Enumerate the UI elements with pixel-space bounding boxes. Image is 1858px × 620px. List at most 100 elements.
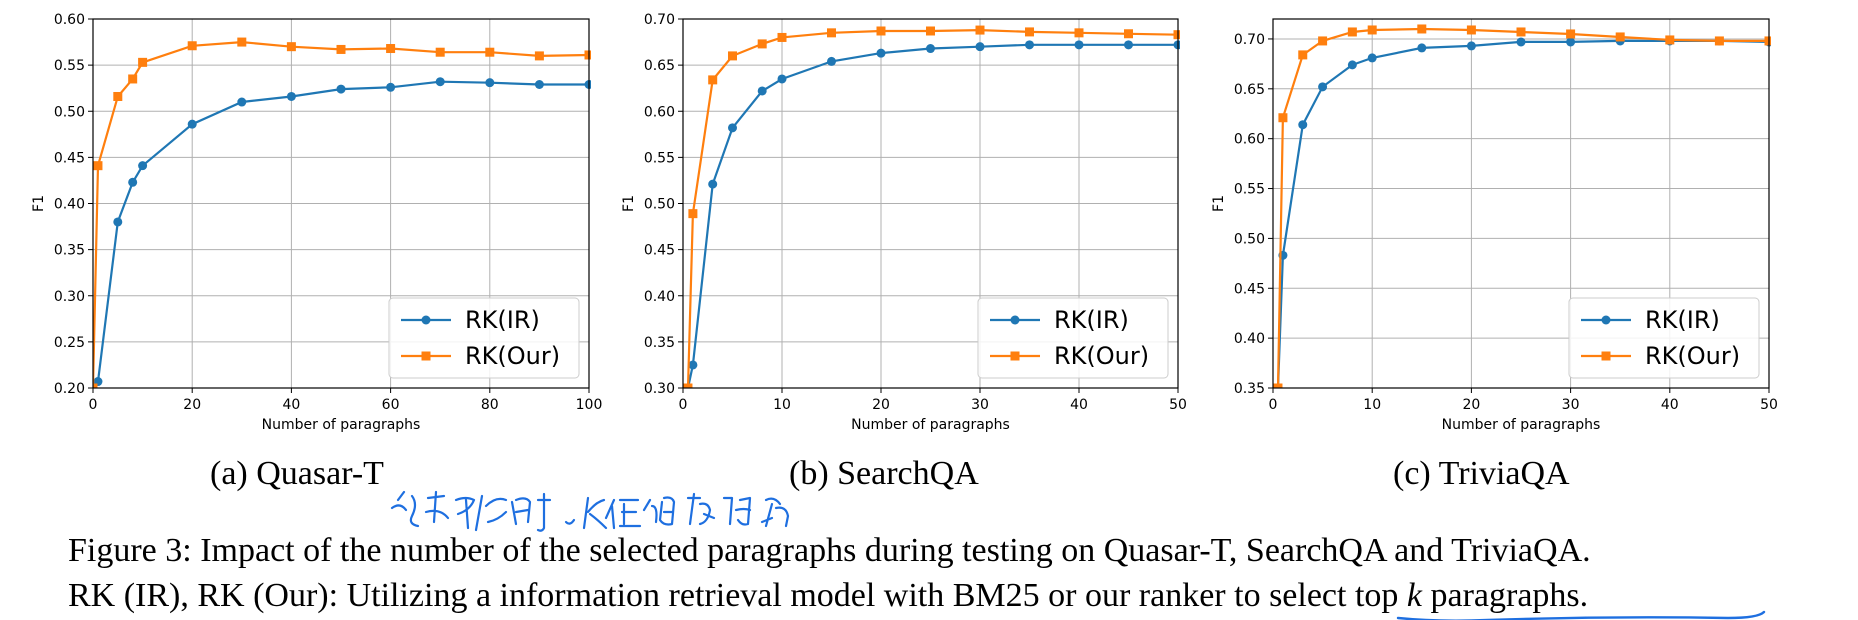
legend-marker [1601, 315, 1611, 325]
data-point [683, 383, 693, 388]
data-point [485, 78, 495, 88]
data-point [975, 25, 985, 35]
series-rk-ir [683, 40, 1180, 388]
y-tick-label: 0.60 [1234, 132, 1265, 148]
data-point [1074, 28, 1084, 38]
data-point [1124, 40, 1133, 50]
y-tick-label: 0.25 [54, 335, 85, 351]
y-axis-label: F1 [621, 195, 637, 212]
legend: RK(IR) RK(Our) [977, 297, 1169, 379]
x-tick-label: 30 [1562, 397, 1580, 413]
data-point [138, 57, 148, 67]
data-point [728, 123, 737, 133]
data-point [1347, 60, 1357, 70]
data-point [1516, 27, 1526, 37]
legend-item-rk-our: RK(Our) [401, 342, 560, 370]
x-tick-label: 20 [872, 397, 890, 413]
y-tick-label: 0.20 [54, 381, 85, 397]
data-point [708, 179, 718, 189]
x-tick-label: 40 [1070, 397, 1088, 413]
data-point [1665, 35, 1675, 45]
data-point [876, 26, 886, 36]
data-point [187, 119, 197, 129]
legend-item-rk-our: RK(Our) [990, 342, 1149, 370]
data-point [1367, 53, 1377, 63]
y-tick-label: 0.40 [54, 197, 85, 213]
data-point [1173, 30, 1180, 40]
x-axis-label: Number of paragraphs [1442, 417, 1601, 433]
series-line [686, 43, 1178, 388]
x-tick-label: 100 [576, 397, 603, 413]
x-tick-label: 0 [89, 397, 98, 413]
x-tick-label: 40 [1661, 397, 1679, 413]
data-point [777, 74, 787, 84]
data-point [187, 41, 197, 51]
y-tick-label: 0.55 [1234, 182, 1265, 198]
x-tick-label: 10 [773, 397, 791, 413]
legend-box [388, 297, 580, 379]
y-axis-label: F1 [1211, 195, 1227, 212]
y-tick-label: 0.45 [54, 150, 85, 166]
data-point [138, 161, 148, 171]
data-point [237, 97, 247, 107]
data-point [1025, 40, 1034, 50]
data-point [1466, 25, 1476, 35]
y-tick-label: 0.40 [1234, 331, 1265, 347]
x-tick-label: 10 [1363, 397, 1381, 413]
data-point [876, 48, 886, 58]
data-point [286, 91, 296, 101]
legend-label: RK(IR) [1645, 306, 1720, 334]
data-point [777, 32, 787, 42]
series-rk-our [683, 25, 1180, 388]
y-tick-label: 0.60 [54, 12, 85, 28]
data-point [926, 26, 935, 36]
data-point [728, 51, 737, 61]
x-axis-label: Number of paragraphs [262, 417, 421, 433]
y-tick-label: 0.35 [644, 335, 675, 351]
x-tick-label: 20 [1462, 397, 1480, 413]
y-tick-label: 0.30 [54, 289, 85, 305]
subcaption-b: (b) SearchQA [789, 455, 979, 492]
data-point [1318, 36, 1328, 46]
legend-marker [421, 351, 431, 361]
data-point [93, 383, 98, 388]
legend-item-rk-ir: RK(IR) [990, 306, 1129, 334]
data-point [93, 161, 103, 171]
data-point [1615, 32, 1625, 42]
y-tick-label: 0.70 [644, 12, 675, 28]
y-tick-label: 0.30 [644, 381, 675, 397]
data-point [386, 82, 396, 92]
legend-label: RK(Our) [465, 342, 560, 370]
y-tick-label: 0.70 [1234, 32, 1265, 48]
x-tick-label: 0 [679, 397, 688, 413]
y-tick-label: 0.55 [54, 58, 85, 74]
caption-line-2-prefix: RK (IR), RK (Our): Utilizing a informati… [68, 577, 1407, 614]
x-tick-label: 80 [481, 397, 499, 413]
data-point [435, 47, 445, 57]
plot-frame [682, 18, 1179, 389]
subcaption-a: (a) Quasar-T [210, 455, 384, 492]
data-point [237, 37, 247, 47]
legend-label: RK(Our) [1645, 342, 1740, 370]
data-point [1466, 41, 1476, 51]
x-axis-label: Number of paragraphs [851, 417, 1010, 433]
data-point [113, 217, 123, 227]
data-point [336, 84, 346, 94]
data-point [757, 39, 767, 49]
legend-label: RK(IR) [465, 306, 540, 334]
y-tick-label: 0.65 [1234, 82, 1265, 98]
y-tick-label: 0.50 [54, 104, 85, 120]
y-tick-label: 0.35 [54, 243, 85, 259]
y-tick-label: 0.45 [644, 243, 675, 259]
data-point [286, 42, 296, 52]
series-rk-our [93, 37, 591, 388]
caption-k-variable: k [1406, 577, 1423, 614]
chart-3: 0.35 0.40 0.45 0.50 0.55 0.60 0.65 0.70 0 10 20 30 4… [1211, 18, 1778, 433]
y-tick-label: 0.60 [644, 104, 675, 120]
x-tick-label: 60 [382, 397, 400, 413]
data-point [688, 360, 698, 370]
chart-1: 0.20 0.25 0.30 0.35 0.40 0.45 0.50 0.55 0.60 0 20 4… [31, 12, 602, 433]
x-tick-label: 50 [1760, 397, 1778, 413]
data-point [534, 51, 544, 61]
